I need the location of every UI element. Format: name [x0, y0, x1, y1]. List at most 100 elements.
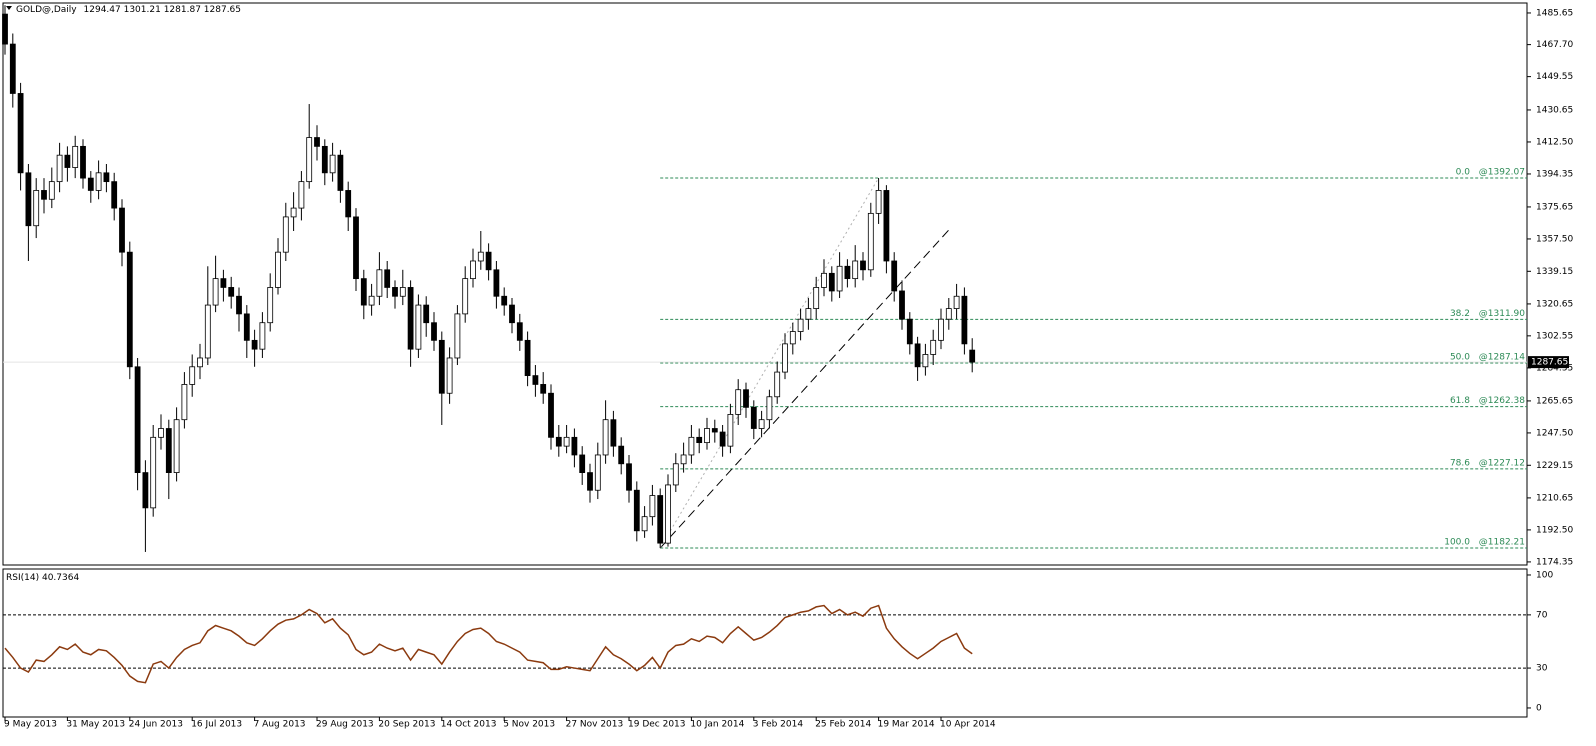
y-tick-label: 1247.50	[1536, 428, 1573, 438]
x-tick-label: 19 Mar 2014	[878, 720, 935, 730]
candle-body	[41, 190, 47, 200]
menu-icon[interactable]	[6, 6, 12, 10]
candle-body	[945, 308, 952, 320]
candle-body	[875, 190, 882, 214]
price-box-label: 1287.65	[1531, 358, 1568, 368]
y-tick-label: 1430.65	[1536, 105, 1573, 115]
y-tick-label: 100	[1536, 570, 1553, 580]
fib-level-label: 78.6	[1450, 458, 1470, 468]
y-tick-label: 1467.70	[1536, 40, 1573, 50]
y-tick-label: 1339.15	[1536, 267, 1573, 277]
candle-body	[657, 495, 664, 544]
candle-body	[758, 419, 765, 429]
rsi-line	[4, 604, 973, 684]
candle-body	[470, 260, 476, 280]
candle-body	[618, 445, 625, 465]
x-tick-label: 20 Sep 2013	[378, 720, 435, 730]
candle-body	[87, 177, 94, 191]
y-tick-label: 1174.35	[1536, 557, 1573, 567]
candle-body	[392, 287, 398, 297]
x-tick-label: 29 Aug 2013	[316, 720, 374, 730]
candle-body	[220, 278, 227, 288]
candle-body	[633, 489, 640, 532]
fib-price-label: @1262.38	[1479, 396, 1525, 406]
candle-body	[25, 172, 32, 227]
candle-body	[384, 269, 391, 288]
candle-body	[750, 406, 757, 429]
candle-body	[680, 454, 687, 465]
candle-body	[860, 260, 866, 271]
y-tick-label: 1284.35	[1536, 363, 1573, 373]
candle-body	[72, 145, 79, 168]
candle-body	[540, 384, 547, 394]
candle-body	[17, 93, 24, 174]
x-tick-label: 10 Apr 2014	[940, 720, 996, 730]
candle-body	[844, 265, 851, 280]
candle-body	[930, 339, 937, 355]
candle-body	[719, 431, 726, 447]
y-tick-label: 70	[1536, 610, 1548, 620]
x-tick-label: 31 May 2013	[66, 720, 125, 730]
candle-body	[969, 349, 976, 363]
candle-body	[204, 304, 211, 359]
candle-body	[329, 154, 336, 174]
rsi-title: RSI(14)	[6, 573, 39, 583]
low: 1281.87	[164, 5, 201, 15]
candle-body	[407, 287, 414, 350]
rsi-value: 40.7364	[42, 573, 79, 583]
candle-body	[64, 154, 71, 168]
candle-body	[446, 357, 453, 394]
candle-body	[782, 343, 788, 373]
candle-body	[454, 313, 461, 359]
candle-body	[961, 295, 968, 345]
candle-body	[158, 428, 164, 438]
candle-body	[563, 436, 570, 447]
candle-body	[821, 272, 827, 288]
candle-body	[836, 265, 843, 292]
candle-body	[711, 428, 718, 433]
candle-body	[150, 436, 157, 509]
candle-body	[423, 304, 430, 324]
x-tick-label: 5 Nov 2013	[503, 720, 555, 730]
candle-body	[774, 371, 781, 398]
candle-body	[548, 392, 554, 438]
candle-body	[789, 331, 796, 345]
candle-body	[922, 354, 929, 368]
trendline	[659, 229, 950, 549]
candle-body	[626, 463, 632, 491]
candle-body	[353, 216, 359, 280]
candle-body	[80, 145, 86, 179]
candle-body	[173, 419, 180, 473]
candle-body	[813, 287, 820, 309]
candle-body	[524, 339, 531, 377]
candle-body	[665, 484, 671, 544]
candle-body	[345, 190, 352, 218]
price-panel	[2, 2, 1528, 566]
candle-body	[735, 389, 742, 415]
candle-body	[290, 207, 297, 218]
candle-body	[797, 318, 804, 332]
close: 1287.65	[204, 5, 241, 15]
candle-body	[867, 212, 874, 271]
candle-body	[602, 419, 609, 456]
candle-body	[212, 278, 219, 306]
fib-level-label: 50.0	[1450, 353, 1470, 363]
candle-body	[587, 472, 593, 491]
y-tick-label: 1394.35	[1536, 169, 1573, 179]
fib-level-label: 61.8	[1450, 396, 1470, 406]
y-tick-label: 1302.55	[1536, 331, 1573, 341]
trendline	[659, 177, 880, 549]
candle-body	[314, 137, 320, 147]
fib-price-label: @1287.14	[1479, 353, 1525, 363]
candle-body	[267, 287, 274, 324]
x-tick-label: 19 Dec 2013	[628, 720, 686, 730]
candle-body	[571, 436, 578, 456]
candle-body	[251, 339, 258, 350]
candle-body	[501, 295, 508, 306]
candle-body	[337, 154, 344, 191]
x-tick-label: 16 Jul 2013	[191, 720, 242, 730]
x-tick-label: 24 Jun 2013	[129, 720, 183, 730]
y-tick-label: 1375.65	[1536, 202, 1573, 212]
candle-body	[891, 260, 898, 292]
candle-body	[828, 272, 835, 292]
